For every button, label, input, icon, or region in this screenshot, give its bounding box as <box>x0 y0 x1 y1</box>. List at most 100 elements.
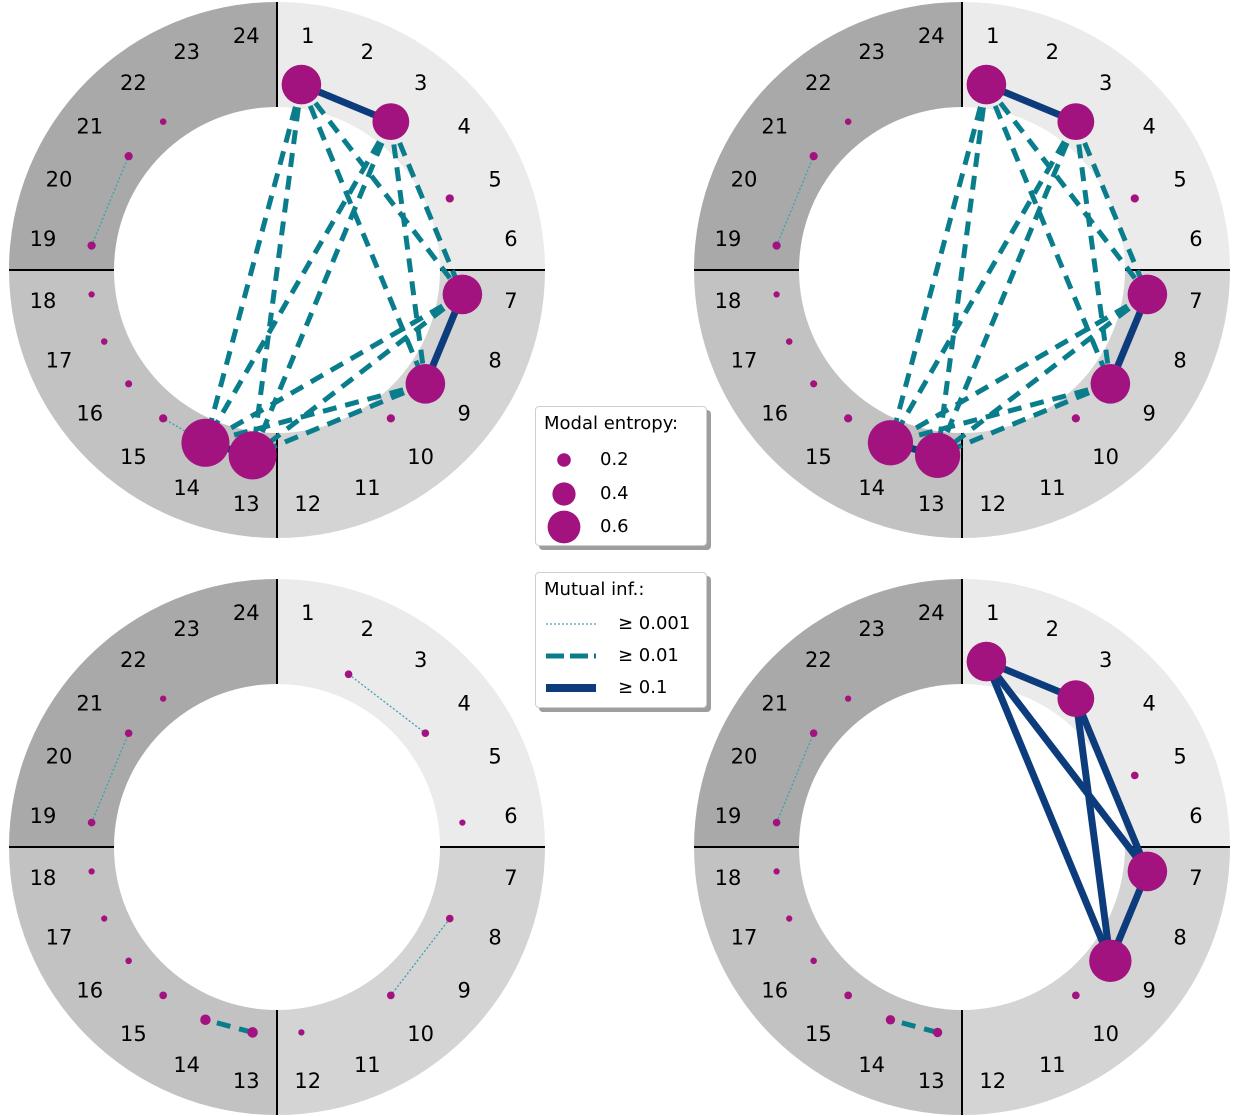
hour-label: 16 <box>761 979 788 1003</box>
hour-label: 20 <box>731 168 758 192</box>
hour-label: 7 <box>504 289 517 313</box>
hour-label: 10 <box>1092 1022 1119 1046</box>
node-hour-21 <box>124 152 133 161</box>
ring-quadrant-1 <box>962 2 1230 270</box>
hour-label: 13 <box>918 1069 945 1093</box>
hour-label: 1 <box>986 24 999 48</box>
edge-medium-9-14 <box>204 381 427 446</box>
edge-strong-1-9 <box>983 660 1114 963</box>
ring-quadrant-2 <box>277 270 545 538</box>
hour-label: 1 <box>301 601 314 625</box>
node-hour-22 <box>844 118 852 125</box>
node-hour-15 <box>844 414 853 423</box>
hour-label: 19 <box>30 804 57 828</box>
hour-label: 17 <box>46 925 73 949</box>
legend-entropy-swatch-1 <box>552 482 576 506</box>
hour-label: 24 <box>233 601 260 625</box>
node-hour-7 <box>1127 274 1168 315</box>
edge-weak-8-10 <box>390 918 451 996</box>
node-hour-16 <box>125 380 133 388</box>
hour-label: 12 <box>979 492 1006 516</box>
edge-strong-1-7 <box>983 659 1151 874</box>
hour-label: 23 <box>173 617 200 641</box>
hour-label: 11 <box>354 1053 381 1077</box>
hour-label: 2 <box>1046 40 1059 64</box>
legend-modal-entropy-title: Modal entropy: <box>544 413 679 434</box>
edge-medium-3-14 <box>203 120 394 445</box>
ring-quadrant-4 <box>9 579 277 847</box>
node-hour-14 <box>885 1015 896 1025</box>
hour-label: 15 <box>120 1022 147 1046</box>
node-hour-17 <box>785 338 793 345</box>
hour-label: 23 <box>173 40 200 64</box>
hour-label: 11 <box>1039 1053 1066 1077</box>
node-hour-17 <box>786 915 793 922</box>
edge-weak-2-4 <box>348 673 426 734</box>
hour-label: 8 <box>1173 925 1186 949</box>
legend-mi-label-0: ≥ 0.001 <box>618 613 691 634</box>
node-hour-1 <box>281 64 322 105</box>
node-hour-16 <box>125 957 132 965</box>
hour-label: 4 <box>1143 114 1156 138</box>
hour-label: 24 <box>918 24 945 48</box>
edge-strong-3-7 <box>1072 697 1151 873</box>
hour-label: 9 <box>1143 402 1156 426</box>
hour-label: 7 <box>1189 289 1202 313</box>
hour-label: 13 <box>918 492 945 516</box>
hour-label: 3 <box>1099 648 1112 672</box>
hour-label: 11 <box>354 476 381 500</box>
node-hour-13 <box>914 432 961 479</box>
hour-label: 21 <box>761 114 788 138</box>
node-hour-9 <box>405 364 446 404</box>
node-hour-5 <box>1130 194 1139 203</box>
node-hour-13 <box>247 1027 258 1038</box>
node-hour-7 <box>442 274 483 315</box>
hour-label: 5 <box>1173 745 1186 769</box>
hour-label: 14 <box>858 1053 885 1077</box>
hour-label: 10 <box>407 445 434 469</box>
edge-medium-13-14 <box>204 1017 254 1035</box>
legend-entropy-swatch-2 <box>547 510 581 544</box>
hour-label: 14 <box>858 476 885 500</box>
edge-medium-1-14 <box>888 83 989 444</box>
hour-label: 21 <box>76 691 103 715</box>
hour-label: 6 <box>1189 804 1202 828</box>
hour-label: 18 <box>30 289 57 313</box>
hour-label: 23 <box>858 617 885 641</box>
edge-medium-7-13 <box>251 292 464 458</box>
edge-medium-7-13 <box>936 292 1149 458</box>
edges <box>90 81 466 459</box>
node-hour-21 <box>809 152 818 161</box>
node-hour-17 <box>101 915 108 922</box>
legend-entropy-swatch-0 <box>557 453 571 467</box>
node-hour-16 <box>810 380 818 388</box>
edge-strong-3-9 <box>1072 698 1114 962</box>
legend-mi-label-2: ≥ 0.1 <box>618 677 668 698</box>
hour-label: 15 <box>120 445 147 469</box>
legend-entropy-swatches <box>547 453 581 544</box>
ring-quadrant-2 <box>962 270 1230 538</box>
hour-label: 12 <box>294 492 321 516</box>
node-hour-22 <box>845 695 852 702</box>
hour-label: 16 <box>76 979 103 1003</box>
edge-medium-9-14 <box>889 381 1112 446</box>
hour-label: 24 <box>918 601 945 625</box>
hour-label: 22 <box>120 71 147 95</box>
edges <box>90 673 451 1035</box>
hour-label: 19 <box>30 227 57 251</box>
node-hour-13 <box>932 1027 943 1038</box>
hour-label: 8 <box>488 925 501 949</box>
edge-medium-9-13 <box>251 381 427 458</box>
hour-label: 18 <box>30 866 57 890</box>
ring-quadrant-2 <box>962 847 1230 1115</box>
node-hour-3 <box>372 103 410 141</box>
hour-label: 3 <box>1099 71 1112 95</box>
hour-label: 7 <box>1189 866 1202 890</box>
node-hour-18 <box>773 291 780 298</box>
node-hour-5 <box>1130 771 1139 780</box>
ring-quadrant-2 <box>277 847 545 1115</box>
edge-medium-7-14 <box>889 292 1149 445</box>
